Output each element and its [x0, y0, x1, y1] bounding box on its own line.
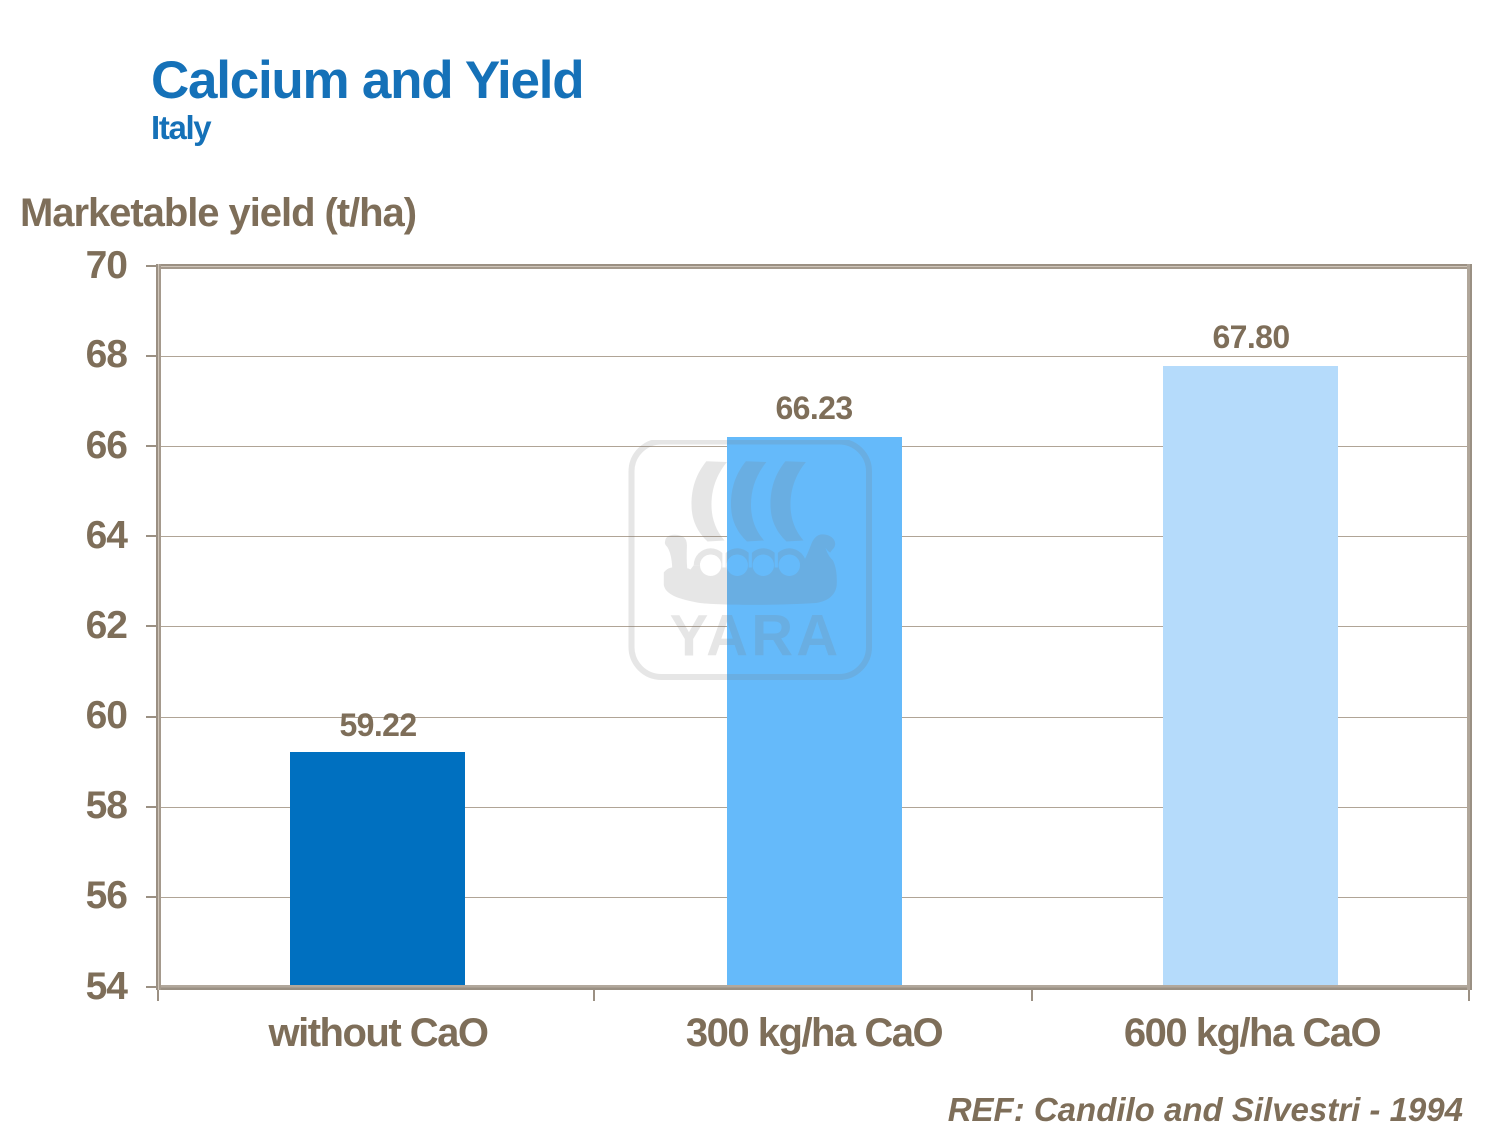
- svg-text:YARA: YARA: [670, 604, 842, 669]
